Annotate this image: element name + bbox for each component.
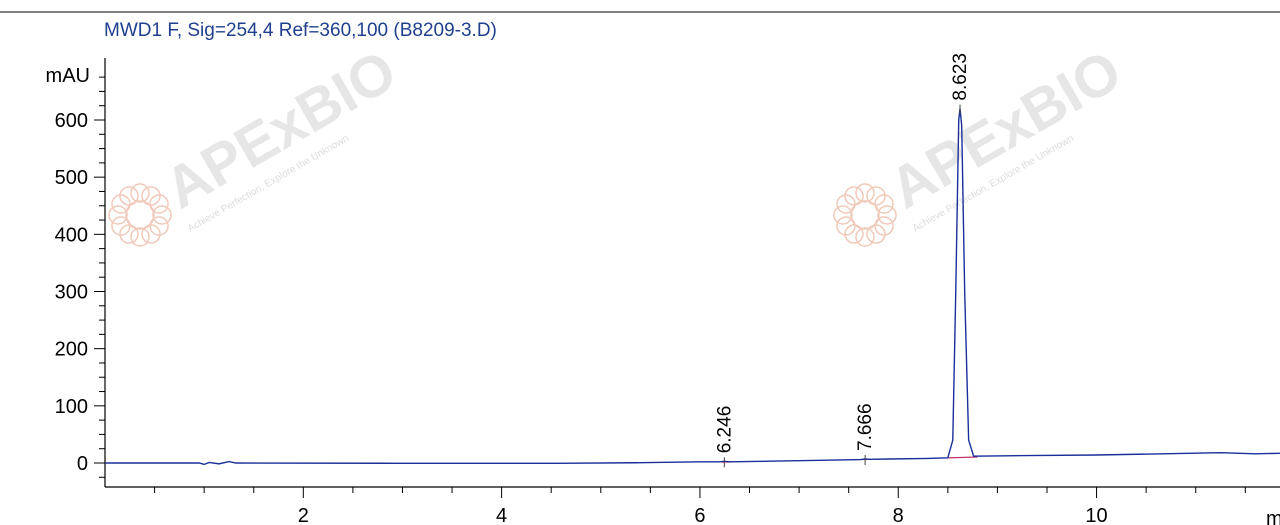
watermark-logo-petal (836, 194, 856, 214)
watermark-logo-petal (130, 183, 150, 203)
y-tick-label: 600 (55, 110, 88, 132)
x-tick-label: 4 (496, 505, 507, 525)
x-tick-label: 6 (694, 505, 705, 525)
y-tick-label: 0 (77, 453, 88, 475)
watermark-logo-petal (855, 183, 875, 203)
axes: mAU mi (46, 58, 1280, 525)
watermark-logo-petal (866, 186, 886, 206)
x-tick-label: 2 (298, 505, 309, 525)
watermark-logo-core (850, 200, 880, 230)
watermark-logo-petal (833, 205, 853, 225)
peak-markers: 6.246 7.666 8.623 (714, 53, 971, 468)
watermark-logo-petal (844, 224, 864, 244)
watermark-logo-petal (152, 205, 172, 225)
watermark-logo-petal (119, 224, 139, 244)
watermark-logo-petal (111, 194, 131, 214)
watermark-logo-petal (130, 227, 150, 247)
y-tick-label: 200 (55, 339, 88, 361)
watermark-logo-petal (141, 224, 161, 244)
y-tick-label: 400 (55, 224, 88, 246)
watermark-brand: APExBIO (879, 38, 1132, 222)
watermark-logo-petal (866, 224, 886, 244)
watermark-logo-petal (855, 227, 875, 247)
watermark-logo-icon (833, 183, 897, 247)
peak-label: 6.246 (714, 406, 735, 454)
watermark-logo-petal (874, 194, 894, 214)
watermark-logo-core (125, 200, 155, 230)
y-ticks: 0 100 200 300 400 500 600 (55, 76, 105, 478)
x-ticks: 2 4 6 8 10 (154, 487, 1246, 525)
x-tick-label: 8 (893, 505, 904, 525)
y-tick-label: 100 (55, 396, 88, 418)
peak-label: 8.623 (950, 53, 971, 101)
y-tick-label: 300 (55, 282, 88, 304)
y-tick-label: 500 (55, 167, 88, 189)
watermark-logo-icon (108, 183, 172, 247)
watermark-logo-petal (844, 186, 864, 206)
watermark-logo-petal (149, 194, 169, 214)
chart-title: MWD1 F, Sig=254,4 Ref=360,100 (B8209-3.D… (104, 20, 497, 41)
watermark-logo-petal (108, 205, 128, 225)
x-axis-unit-label: mi (1266, 508, 1280, 525)
watermark-logo-petal (141, 186, 161, 206)
watermark-logo-petal (874, 216, 894, 236)
x-tick-label: 10 (1085, 505, 1107, 525)
integration-baseline (947, 456, 978, 459)
watermark-logo-petal (111, 216, 131, 236)
watermark-brand: APExBIO (154, 38, 407, 222)
watermark-logo-petal (119, 186, 139, 206)
watermark-logo-petal (836, 216, 856, 236)
watermark-logo-petal (877, 205, 897, 225)
peak-label: 7.666 (855, 403, 876, 451)
y-axis-unit-label: mAU (46, 65, 90, 87)
watermark-logo-petal (149, 216, 169, 236)
